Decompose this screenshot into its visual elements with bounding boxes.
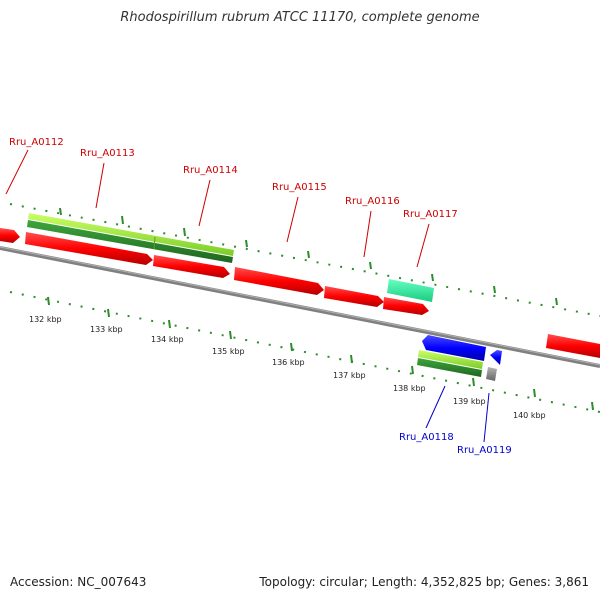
gene-label[interactable]: Rru_A0118 — [399, 432, 454, 443]
scale-label: 134 kbp — [151, 335, 184, 344]
gene-feature-light[interactable] — [418, 350, 483, 369]
scale-label: 136 kbp — [272, 358, 305, 367]
scale-label: 140 kbp — [513, 411, 546, 420]
gene-feature-dark[interactable] — [417, 358, 482, 377]
page-title: Rhodospirillum rubrum ATCC 11170, comple… — [120, 10, 480, 25]
scale-tick-ring — [9, 291, 600, 413]
gene-feature-light[interactable] — [28, 213, 234, 256]
genome-backbone — [0, 246, 600, 368]
accession-text: Accession: NC_007643 — [10, 575, 147, 589]
cds-forward-arrow[interactable] — [546, 334, 600, 358]
scale-label: 132 kbp — [29, 315, 62, 324]
scale-label: 137 kbp — [333, 371, 366, 380]
gene-label[interactable]: Rru_A0119 — [457, 445, 512, 456]
cds-forward-arrow[interactable] — [0, 228, 20, 243]
gene-label[interactable]: Rru_A0113 — [80, 148, 135, 159]
cds-forward-arrow[interactable] — [324, 286, 384, 307]
genome-stats-text: Topology: circular; Length: 4,352,825 bp… — [259, 575, 589, 589]
gene-label[interactable]: Rru_A0114 — [183, 165, 238, 176]
gene-feature-dark[interactable] — [27, 220, 233, 263]
rna-feature[interactable] — [387, 279, 434, 302]
cds-reverse-arrow[interactable] — [490, 350, 502, 365]
cds-forward-arrow[interactable] — [383, 297, 429, 315]
cds-forward-arrow[interactable] — [25, 232, 153, 265]
cds-forward-arrow[interactable] — [234, 267, 324, 295]
gene-label[interactable]: Rru_A0115 — [272, 182, 327, 193]
gene-label[interactable]: Rru_A0116 — [345, 196, 400, 207]
gene-label[interactable]: Rru_A0117 — [403, 209, 458, 220]
scale-label: 138 kbp — [393, 384, 426, 393]
cds-reverse-arrow[interactable] — [422, 335, 486, 361]
cds-forward-arrow[interactable] — [153, 255, 230, 278]
scale-label: 139 kbp — [453, 397, 486, 406]
outer-tick-ring — [9, 203, 600, 317]
gene-label[interactable]: Rru_A0112 — [9, 137, 64, 148]
scale-label: 135 kbp — [212, 347, 245, 356]
gene-feature-grey[interactable] — [486, 367, 497, 381]
scale-label: 133 kbp — [90, 325, 123, 334]
